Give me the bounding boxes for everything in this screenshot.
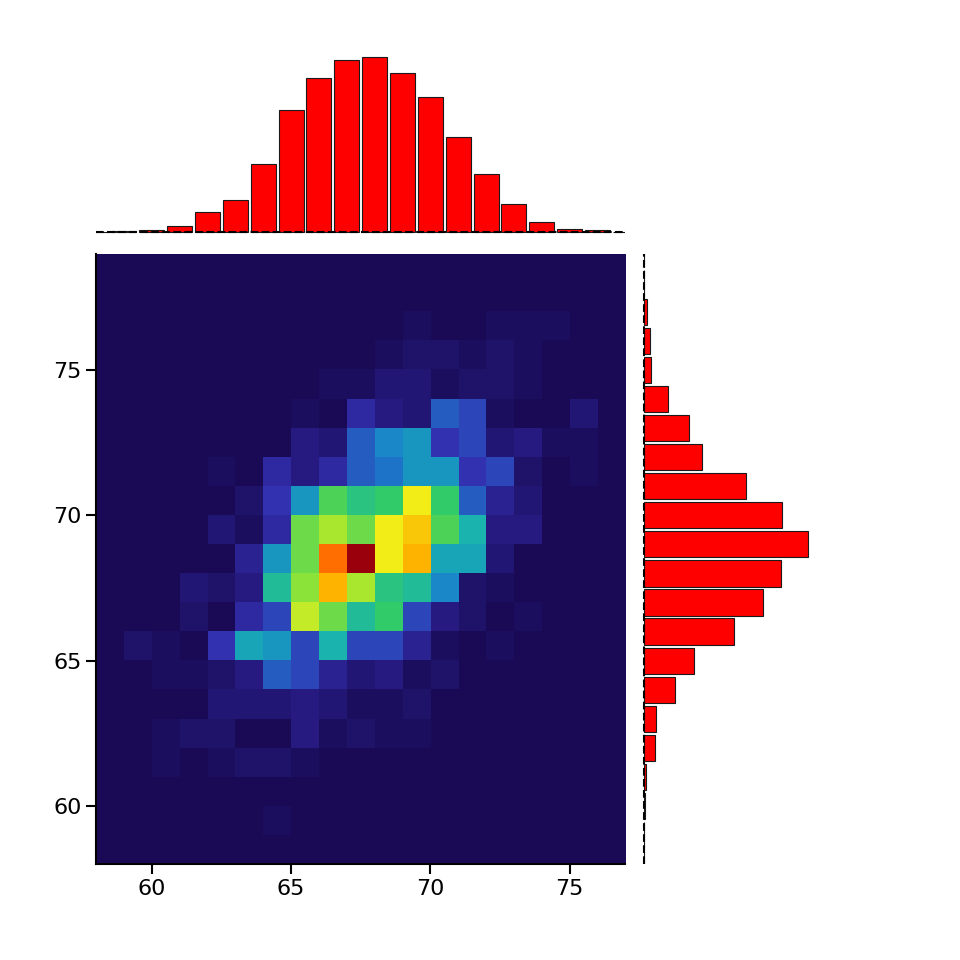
Bar: [644, 734, 656, 761]
Bar: [557, 228, 582, 232]
Bar: [644, 328, 650, 354]
Bar: [644, 386, 668, 412]
Bar: [644, 444, 703, 470]
Bar: [251, 164, 276, 232]
Bar: [644, 589, 762, 615]
Bar: [644, 531, 807, 558]
Bar: [473, 175, 498, 232]
Bar: [390, 73, 415, 232]
Bar: [644, 415, 689, 442]
Bar: [644, 561, 781, 587]
Bar: [585, 229, 611, 232]
Bar: [644, 764, 646, 790]
Bar: [445, 137, 470, 232]
Bar: [644, 618, 733, 644]
Bar: [223, 200, 248, 232]
Bar: [644, 677, 675, 703]
Bar: [139, 229, 164, 232]
Bar: [278, 109, 303, 232]
Bar: [418, 97, 443, 232]
Bar: [167, 227, 192, 232]
Bar: [306, 78, 331, 232]
Bar: [644, 706, 657, 732]
Bar: [334, 60, 359, 232]
Bar: [111, 231, 136, 232]
Bar: [644, 473, 746, 499]
Bar: [644, 502, 782, 528]
Bar: [501, 204, 526, 232]
Bar: [529, 222, 554, 232]
Bar: [362, 57, 387, 232]
Bar: [644, 357, 651, 383]
Bar: [644, 299, 647, 325]
Bar: [644, 648, 694, 674]
Bar: [195, 212, 220, 232]
